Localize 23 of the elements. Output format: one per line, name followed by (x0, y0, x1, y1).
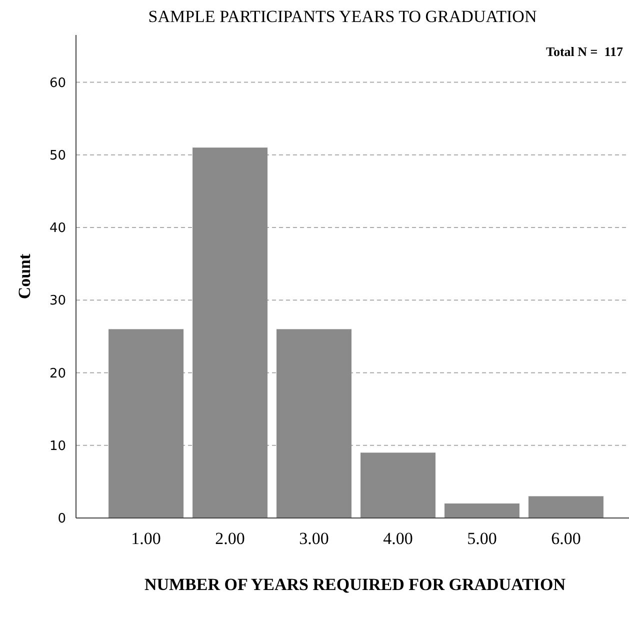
x-tick-label: 1.00 (131, 529, 161, 548)
bar (528, 496, 604, 518)
y-tick-label: 20 (49, 366, 66, 382)
bar (360, 452, 436, 518)
x-tick-label: 4.00 (383, 529, 413, 548)
bar (276, 329, 352, 518)
y-tick-label: 10 (49, 438, 66, 454)
x-tick-label: 2.00 (215, 529, 245, 548)
y-tick-label: 60 (49, 76, 66, 91)
x-axis-title: NUMBER OF YEARS REQUIRED FOR GRADUATION (144, 575, 566, 594)
y-tick-label: 40 (49, 221, 66, 236)
bar (444, 503, 520, 518)
annotation: Total N = 117 (546, 44, 624, 59)
x-tick-label: 3.00 (299, 529, 329, 548)
chart-title: SAMPLE PARTICIPANTS YEARS TO GRADUATION (148, 7, 537, 26)
x-tick-label: 5.00 (467, 529, 497, 548)
y-tick-label: 50 (49, 148, 66, 164)
bar (192, 148, 268, 518)
y-axis-title: Count (15, 253, 34, 300)
y-tick-label: 0 (58, 512, 66, 527)
x-tick-label: 6.00 (551, 529, 581, 548)
y-tick-label: 30 (49, 294, 66, 309)
bar (108, 329, 184, 518)
